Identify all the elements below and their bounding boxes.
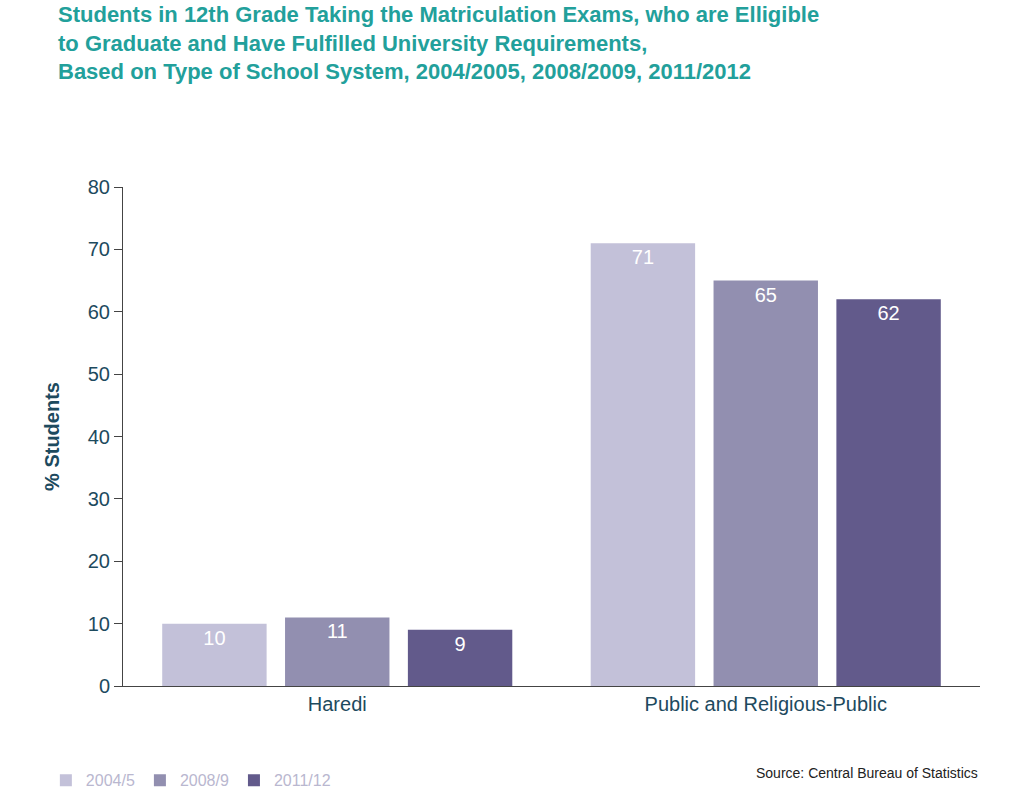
svg-text:10: 10 — [88, 613, 110, 635]
svg-text:30: 30 — [88, 488, 110, 510]
svg-text:Haredi: Haredi — [308, 693, 367, 715]
svg-text:20: 20 — [88, 550, 110, 572]
svg-text:60: 60 — [88, 301, 110, 323]
svg-text:2004/5: 2004/5 — [86, 772, 135, 789]
svg-text:2008/9: 2008/9 — [180, 772, 229, 789]
svg-text:71: 71 — [632, 246, 654, 268]
svg-text:% Students: % Students — [41, 382, 63, 491]
svg-text:Source: Central Bureau of Stat: Source: Central Bureau of Statistics — [756, 765, 978, 781]
svg-text:0: 0 — [99, 675, 110, 697]
svg-text:62: 62 — [877, 302, 899, 324]
svg-text:10: 10 — [203, 627, 225, 649]
svg-text:Public and Religious-Public: Public and Religious-Public — [645, 693, 887, 715]
svg-text:70: 70 — [88, 238, 110, 260]
svg-text:2011/12: 2011/12 — [274, 772, 331, 789]
svg-text:50: 50 — [88, 363, 110, 385]
svg-text:Students in 12th Grade Taking: Students in 12th Grade Taking the Matric… — [58, 2, 819, 84]
svg-text:65: 65 — [755, 284, 777, 306]
svg-text:9: 9 — [455, 633, 466, 655]
svg-text:80: 80 — [88, 176, 110, 198]
svg-text:40: 40 — [88, 426, 110, 448]
svg-text:11: 11 — [327, 620, 348, 642]
